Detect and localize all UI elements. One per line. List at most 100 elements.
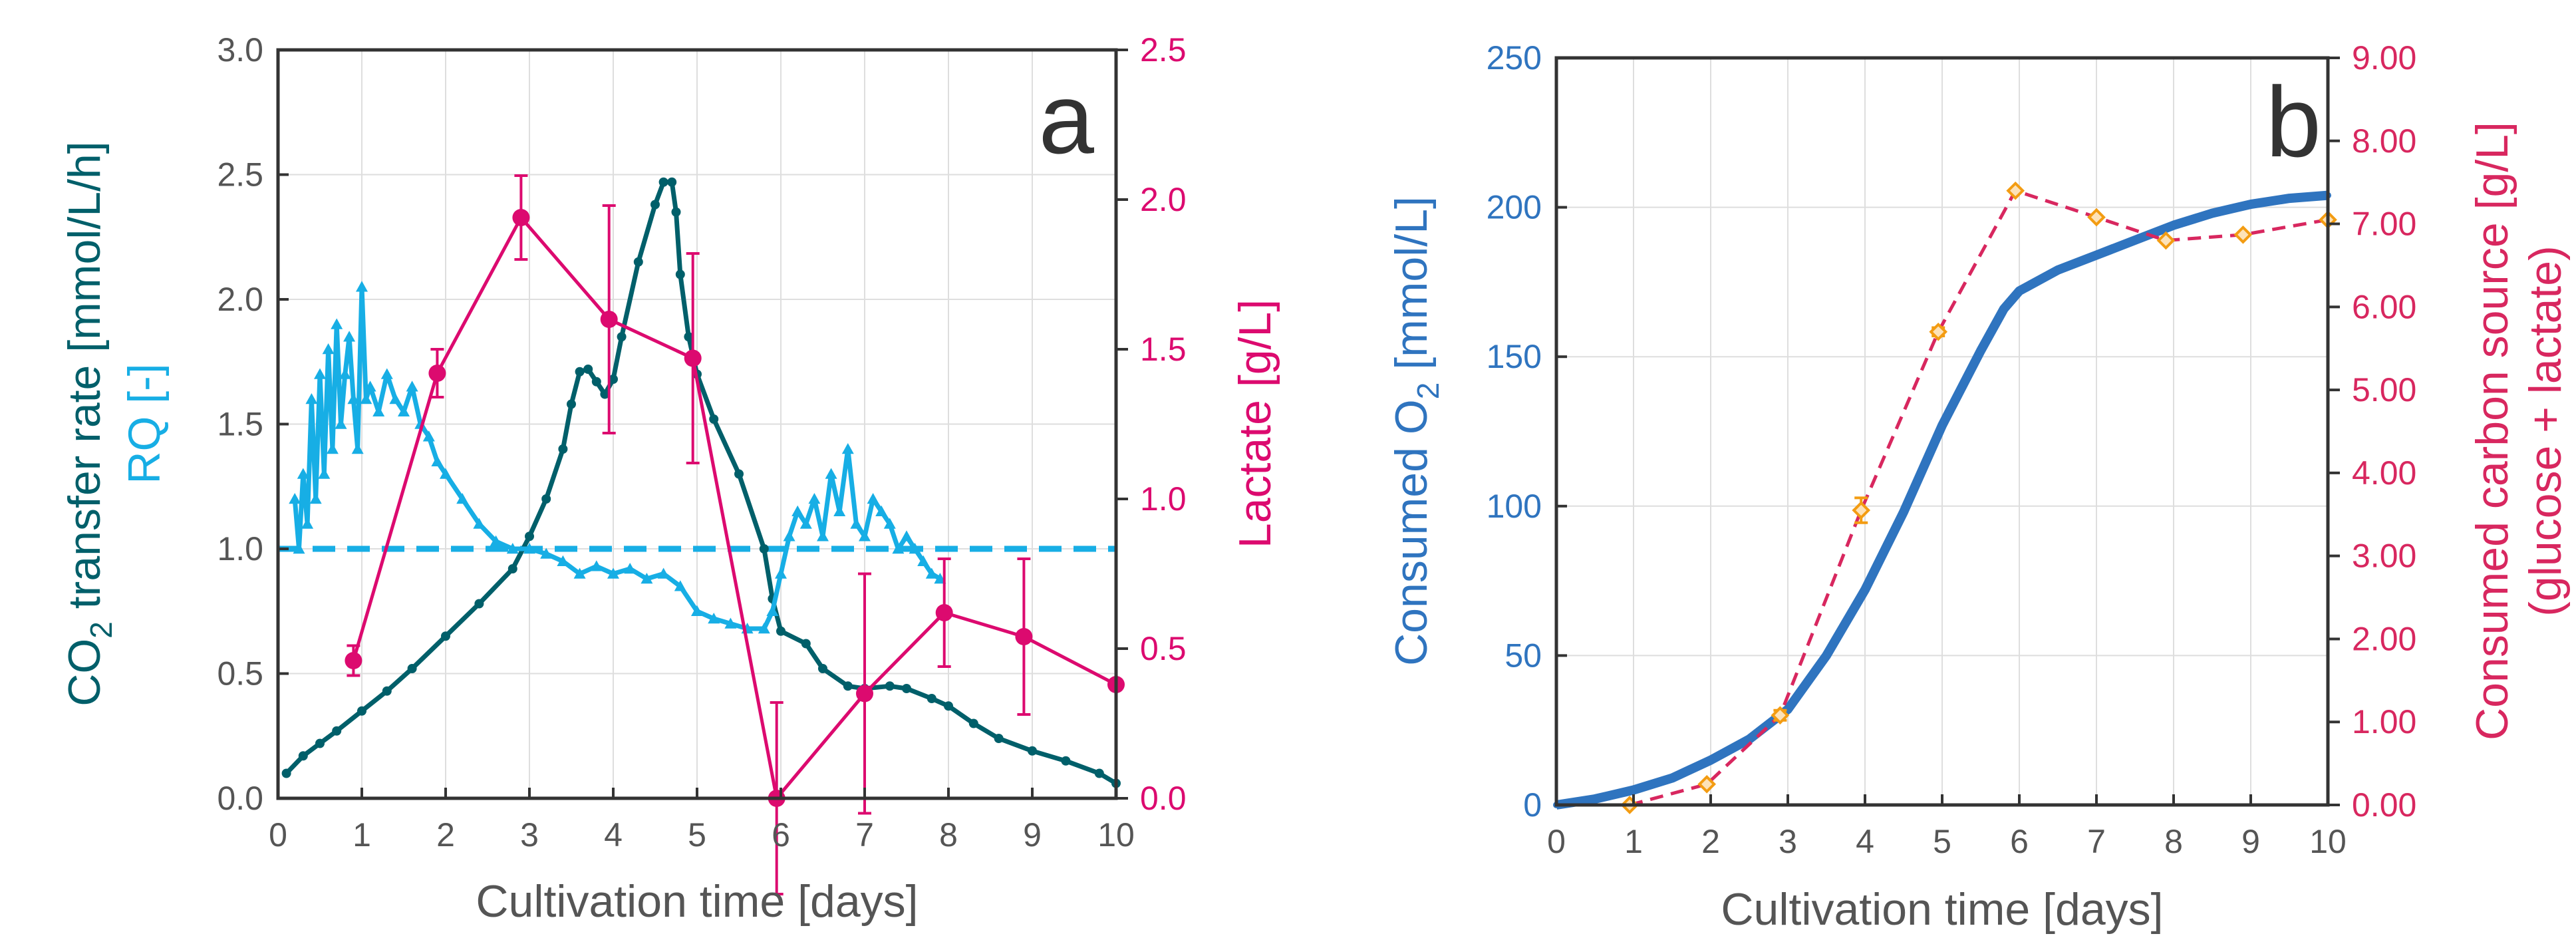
data-point-rq [473, 518, 486, 529]
x-tick-label: 0 [1547, 823, 1566, 860]
data-point-o2 [1823, 652, 1830, 659]
x-tick-label: 10 [1097, 816, 1135, 854]
data-point-rq [506, 543, 519, 554]
data-point-co2 [609, 375, 618, 384]
data-point-carbon [1697, 774, 1717, 794]
data-point-co2 [1061, 756, 1071, 766]
data-point-rq [708, 613, 720, 624]
y-right-tick-label: 6.00 [2352, 288, 2416, 325]
data-point-co2 [902, 684, 911, 693]
data-point-o2 [1900, 508, 1907, 516]
series-b [1553, 181, 2337, 814]
data-point-co2 [818, 664, 827, 673]
data-point-o2 [2016, 287, 2023, 295]
y-left-tick-label: 1.5 [217, 406, 263, 443]
y-left-tick-label: 2.5 [217, 156, 263, 194]
data-point-rq [347, 393, 360, 404]
y-right-tick-label: 8.00 [2352, 122, 2416, 160]
data-point-rq [335, 418, 347, 429]
x-tick-label: 8 [939, 816, 958, 854]
data-point-lactate [856, 685, 873, 703]
x-tick-label: 4 [1856, 823, 1874, 860]
data-point-co2 [591, 377, 601, 387]
data-point-co2 [759, 544, 769, 553]
y-left-tick-label: 0.5 [217, 655, 263, 693]
data-point-rq [892, 543, 905, 554]
ticks-a: 0 1 2 3 4 5 6 7 8 9 100.00.51.01.52.02.53.00.00.51… [217, 31, 1186, 854]
data-point-rq [339, 368, 351, 379]
x-tick-label: 3 [520, 816, 539, 854]
data-point-co2 [633, 257, 643, 267]
data-point-lactate [345, 652, 362, 669]
y-right-tick-label: 4.00 [2352, 454, 2416, 492]
panel-label-b: b [2266, 66, 2321, 178]
data-point-rq [875, 505, 888, 516]
data-point-rq [351, 443, 364, 454]
data-point-co2 [583, 365, 593, 374]
data-point-o2 [2247, 201, 2254, 208]
x-tick-label: 0 [269, 816, 287, 854]
data-point-co2 [474, 599, 484, 609]
data-point-co2 [332, 726, 342, 736]
x-tick-label: 10 [2309, 823, 2347, 860]
y-right-tick-label: 2.0 [1140, 181, 1187, 218]
data-point-o2 [1939, 422, 1945, 429]
y-left-tick-label: 2.0 [217, 281, 263, 318]
y-right-tick-label: 1.5 [1140, 331, 1187, 368]
data-point-o2 [2055, 266, 2061, 273]
data-point-rq [841, 443, 854, 454]
data-point-rq [883, 518, 896, 529]
series-line-o2 [1555, 190, 2329, 810]
data-point-rq [305, 393, 318, 404]
data-point-rq [331, 318, 343, 329]
data-point-rq [360, 393, 372, 404]
data-point-o2 [1592, 796, 1598, 803]
data-point-carbon [2156, 231, 2176, 250]
data-point-rq [724, 617, 737, 629]
data-point-rq [431, 455, 444, 466]
y-left-tick-label: 250 [1487, 39, 1542, 77]
data-point-rq [440, 468, 452, 479]
data-point-co2 [675, 269, 685, 279]
data-point-o2 [2286, 195, 2293, 202]
data-point-co2 [968, 718, 978, 728]
y-left-tick-label: 200 [1487, 189, 1542, 226]
ticks-b: 0 1 2 3 4 5 6 7 8 9 100501001502002500.001.002.003… [1487, 39, 2417, 860]
data-point-rq [833, 505, 846, 516]
data-point-co2 [927, 694, 936, 703]
data-point-rq [322, 343, 335, 355]
data-point-rq [523, 543, 535, 554]
data-point-co2 [541, 494, 551, 504]
data-point-rq [607, 567, 619, 579]
data-point-rq [326, 443, 339, 454]
x-tick-label: 6 [772, 816, 790, 854]
data-point-rq [289, 493, 301, 504]
y-left-tick-label: 100 [1487, 488, 1542, 525]
data-point-rq [380, 368, 393, 379]
chart-panel-b: 0 1 2 3 4 5 6 7 8 9 100501001502002500.001.002.003… [1386, 39, 2571, 935]
x-tick-label: 5 [1933, 823, 1951, 860]
data-point-o2 [2209, 210, 2216, 217]
series-line-co2 [285, 180, 1117, 786]
data-point-rq [901, 530, 913, 542]
data-point-lactate [1015, 628, 1033, 645]
y-right-tick-label: 3.00 [2352, 538, 2416, 575]
x-tick-label: 1 [353, 816, 371, 854]
series-line-carbon [1629, 189, 2329, 807]
y-axis-label-carbon: Consumed carbon source [g/L] [2467, 122, 2517, 740]
data-point-rq [590, 560, 603, 571]
data-point-o2 [2093, 251, 2100, 259]
data-point-lactate [428, 365, 446, 382]
data-point-co2 [801, 639, 811, 649]
data-point-rq [540, 548, 553, 559]
data-point-rq [799, 518, 812, 529]
data-point-rq [691, 605, 703, 616]
data-point-co2 [441, 631, 450, 641]
y-right-tick-label: 0.00 [2352, 786, 2416, 824]
data-point-rq [758, 623, 770, 634]
y-right-tick-label: 1.00 [2352, 703, 2416, 740]
data-point-rq [422, 430, 435, 442]
data-point-rq [674, 580, 686, 591]
data-point-lactate [684, 349, 702, 367]
